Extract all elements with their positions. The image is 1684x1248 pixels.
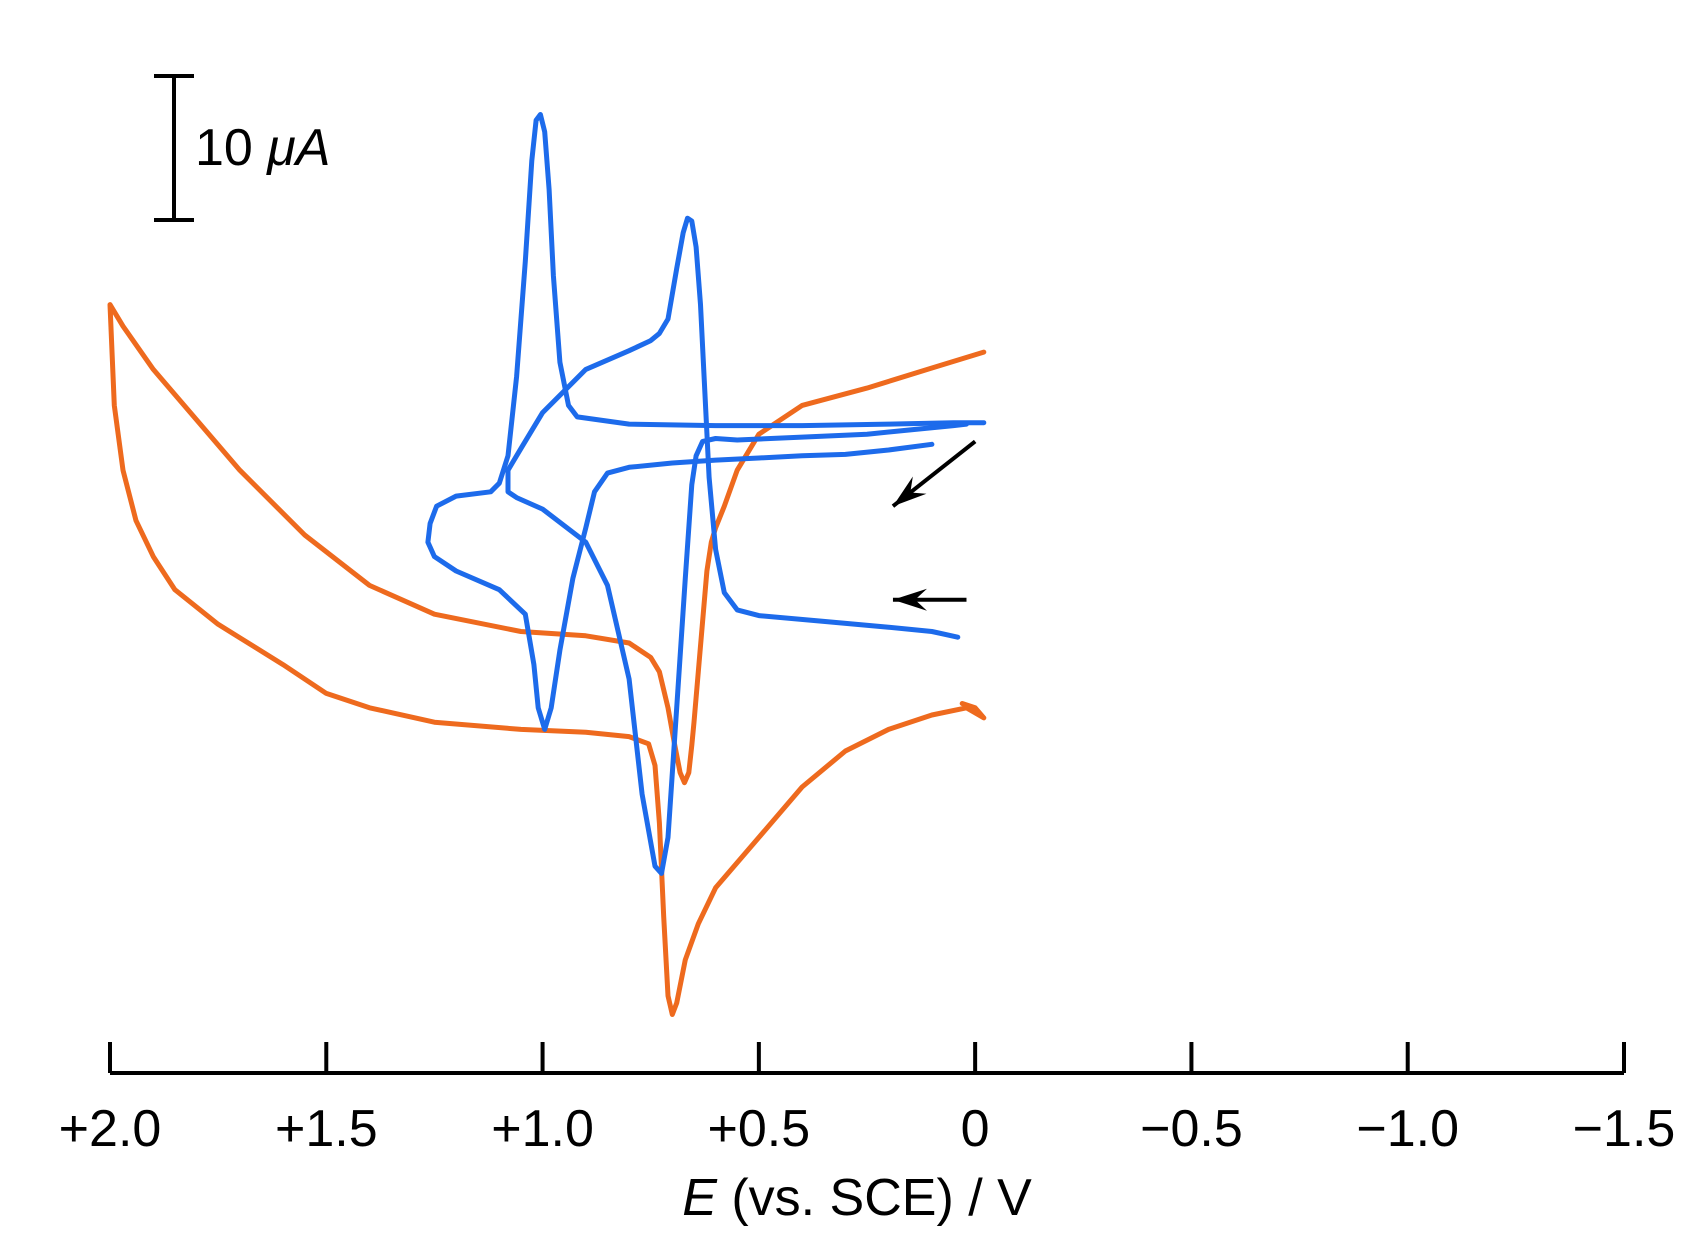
scan-direction-arrows — [891, 439, 977, 611]
scan-arrow-1 — [892, 588, 967, 611]
x-axis: +2.0 +1.5 +1.0 +0.5 0 −0.5 −1.0 −1.5 E (vs. SCE… — [59, 1042, 1676, 1227]
x-tick-label: +1.5 — [275, 1100, 378, 1158]
x-axis-title: E (vs. SCE) / V — [682, 1169, 1032, 1227]
series-orange-line — [107, 302, 987, 1017]
series-blue-line — [505, 215, 969, 876]
scale-bar-label: 10 μA — [195, 119, 330, 177]
x-tick-label: 0 — [961, 1100, 990, 1158]
scan-arrow-head — [892, 476, 927, 507]
scan-arrow-2 — [891, 439, 977, 508]
x-tick-label: +2.0 — [59, 1100, 162, 1158]
x-tick-label: +0.5 — [708, 1100, 811, 1158]
series-blue-negative-line — [425, 112, 987, 732]
x-tick-label: +1.0 — [491, 1100, 594, 1158]
x-axis-tick-labels: +2.0 +1.5 +1.0 +0.5 0 −0.5 −1.0 −1.5 — [59, 1100, 1676, 1158]
scan-arrow-head — [892, 588, 927, 611]
x-tick-label: −0.5 — [1140, 1100, 1243, 1158]
x-axis-title-symbol: E — [682, 1169, 718, 1227]
current-scale-bar: 10 μA — [154, 74, 330, 222]
x-axis-ticks — [108, 1042, 1626, 1073]
x-tick-label: −1.5 — [1573, 1100, 1676, 1158]
scale-bar-value: 10 — [195, 119, 267, 177]
x-tick-label: −1.0 — [1356, 1100, 1459, 1158]
x-axis-title-text: (vs. SCE) / V — [717, 1169, 1032, 1227]
scale-bar-unit: μA — [265, 119, 330, 177]
plot-traces — [107, 112, 987, 1017]
